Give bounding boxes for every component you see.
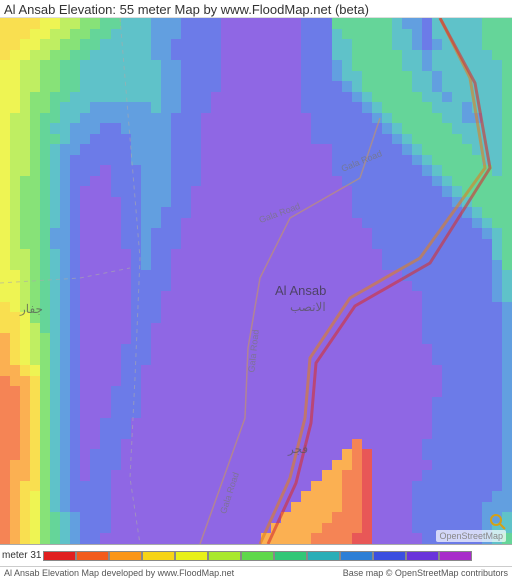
legend-swatches: meter 31: [0, 545, 472, 566]
credits-right: Base map © OpenStreetMap contributors: [343, 568, 508, 581]
title-bar: Al Ansab Elevation: 55 meter Map by www.…: [0, 0, 512, 18]
credits-left: Al Ansab Elevation Map developed by www.…: [4, 568, 234, 581]
page-title: Al Ansab Elevation: 55 meter Map by www.…: [4, 2, 369, 17]
elevation-legend: meter 31: [0, 544, 512, 566]
map-container[interactable]: Al Ansab الانصب جفار فجر Gala Road Gala …: [0, 18, 512, 544]
magnify-icon: [488, 512, 508, 532]
bottom-label-arabic: فجر: [288, 442, 308, 456]
credits-bar: Al Ansab Elevation Map developed by www.…: [0, 566, 512, 582]
osm-attribution: OpenStreetMap: [436, 530, 506, 542]
place-label: Al Ansab: [275, 283, 326, 298]
left-label-arabic: جفار: [20, 302, 43, 316]
place-label-arabic: الانصب: [290, 300, 326, 314]
elevation-heatmap: [0, 18, 512, 544]
